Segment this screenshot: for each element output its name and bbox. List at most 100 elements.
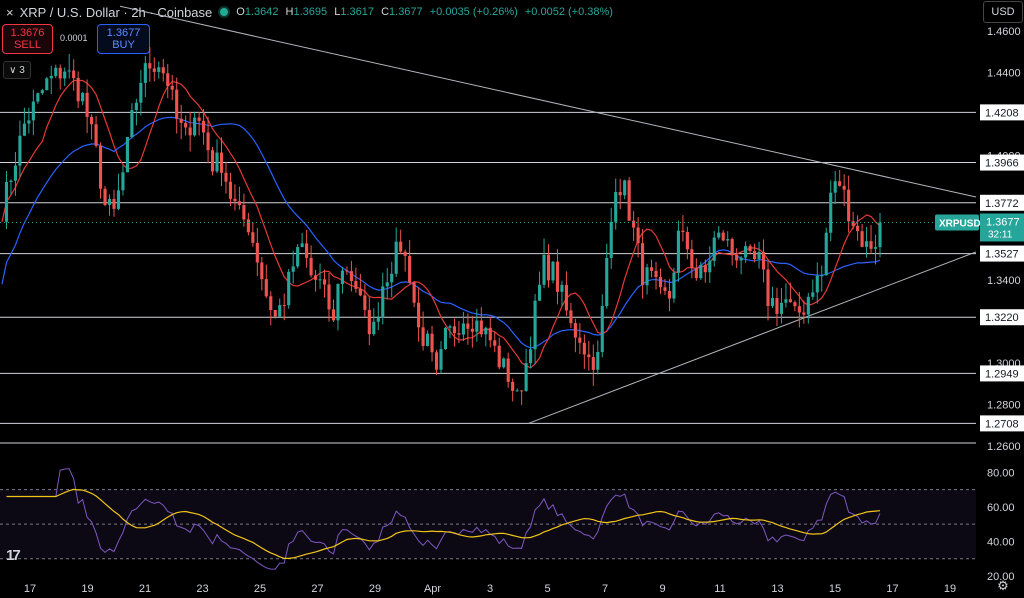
- indicators-collapse-button[interactable]: ∨ 3: [3, 61, 31, 79]
- candle-body: [824, 232, 828, 276]
- rsi-axis-tick: 60.00: [987, 502, 1015, 514]
- buy-button[interactable]: 1.3677 BUY: [97, 24, 150, 54]
- candle-body: [148, 63, 152, 69]
- candle-body: [466, 323, 470, 329]
- candle-body: [753, 251, 757, 259]
- candle-body: [305, 243, 309, 258]
- candle-body: [134, 102, 138, 111]
- level-label-box: [980, 104, 1024, 121]
- candle-body: [511, 381, 515, 391]
- candle-body: [318, 279, 322, 281]
- sell-button[interactable]: 1.3676 SELL: [2, 24, 53, 54]
- candle-body: [676, 230, 680, 273]
- time-axis-tick: 9: [659, 583, 665, 595]
- level-label: 1.3772: [985, 198, 1019, 210]
- candle-body: [851, 221, 855, 226]
- candle-body: [322, 279, 327, 285]
- candle-body: [815, 275, 819, 293]
- candle-body: [726, 239, 730, 241]
- candle-body: [327, 284, 331, 310]
- candle-body: [555, 261, 560, 292]
- gear-icon[interactable]: ⚙: [997, 578, 1009, 593]
- price-axis-tick: 1.2800: [987, 399, 1021, 411]
- candle-body: [90, 116, 94, 125]
- candle-body: [58, 67, 62, 79]
- candle-body: [878, 222, 882, 248]
- candle-body: [179, 118, 183, 123]
- candle-body: [744, 246, 748, 258]
- candle-body: [672, 272, 676, 299]
- candle-body: [13, 165, 18, 181]
- candle-body: [806, 296, 810, 315]
- candle-body: [833, 181, 837, 193]
- candle-body: [564, 284, 568, 311]
- candle-body: [502, 358, 506, 368]
- candle-body: [475, 320, 479, 332]
- candle-body: [600, 306, 604, 352]
- candle-body: [721, 232, 725, 241]
- candle-body: [358, 288, 362, 296]
- time-axis: 17 19 21 23 25 27 29 Apr 3 5 7 9 11 13 15 17 19: [24, 583, 956, 595]
- candle-body: [779, 302, 784, 314]
- candle-body: [363, 295, 367, 310]
- candle-body: [372, 321, 376, 335]
- candle-body: [430, 333, 434, 353]
- candle-body: [641, 243, 645, 286]
- candle-body: [202, 120, 206, 133]
- candle-body: [748, 246, 752, 252]
- candle-body: [443, 327, 448, 350]
- candle-body: [439, 349, 443, 370]
- level-label-box: [980, 245, 1024, 262]
- candle-body: [667, 290, 672, 299]
- candle-body: [838, 181, 842, 186]
- candle-body: [873, 247, 878, 249]
- level-label: 1.3220: [985, 312, 1019, 324]
- candle-body: [210, 150, 215, 172]
- candle-body: [605, 257, 609, 307]
- candle-body: [609, 221, 613, 258]
- candle-body: [228, 181, 233, 199]
- time-axis-tick: Apr: [424, 583, 441, 595]
- price-axis-tick: 1.4600: [987, 26, 1021, 38]
- candle-body: [331, 309, 336, 321]
- candle-body: [703, 265, 707, 273]
- candle-body: [31, 101, 35, 121]
- candle-body: [287, 271, 291, 306]
- candle-body: [421, 327, 425, 346]
- candle-body: [811, 292, 815, 297]
- candle-body: [802, 312, 806, 315]
- resistance-trendline: [119, 5, 977, 198]
- candle-body: [484, 327, 488, 335]
- candle-body: [569, 310, 573, 324]
- level-label-box: [980, 415, 1024, 432]
- candle-body: [170, 85, 174, 90]
- rsi-axis-tick: 40.00: [987, 536, 1015, 548]
- candle-body: [618, 192, 622, 196]
- candle-body: [551, 261, 555, 281]
- spread-value: 0.0001: [60, 33, 88, 43]
- candle-body: [717, 232, 721, 238]
- candle-body: [224, 172, 228, 182]
- candle-body: [860, 231, 864, 247]
- level-label: 1.2708: [985, 418, 1019, 430]
- level-label-box: [980, 194, 1024, 211]
- level-label-box: [980, 309, 1024, 326]
- candle-body: [578, 337, 582, 343]
- candle-body: [242, 205, 246, 220]
- candle-body: [385, 282, 389, 287]
- change-value-2: +0.0052 (+0.38%): [524, 6, 613, 18]
- candle-body: [797, 306, 801, 313]
- candle-body: [27, 120, 31, 124]
- symbol-tag-box: [935, 214, 979, 231]
- tradingview-logo-icon: 17: [6, 547, 21, 564]
- level-label: 1.3527: [985, 249, 1019, 261]
- time-axis-tick: 23: [196, 583, 208, 595]
- market-status-icon: [220, 8, 229, 16]
- candle-body: [457, 333, 461, 335]
- candle-body: [591, 357, 595, 370]
- currency-button[interactable]: USD: [983, 1, 1023, 23]
- candle-body: [582, 342, 586, 355]
- rsi-axis-tick: 80.00: [987, 467, 1015, 479]
- close-icon[interactable]: ×: [6, 4, 14, 20]
